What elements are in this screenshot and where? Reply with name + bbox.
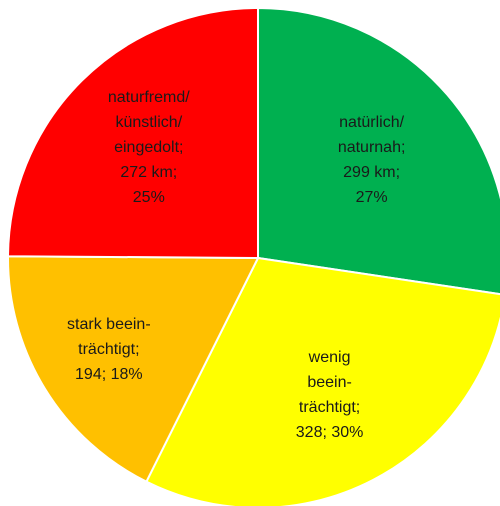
category-label: stark beein-: [67, 316, 151, 333]
category-label: trächtigt;: [299, 399, 360, 416]
pie-slice: [145, 256, 500, 506]
pie-slice: [7, 255, 260, 484]
data-label: 328; 30%: [296, 424, 364, 441]
category-label: trächtigt;: [78, 341, 139, 358]
category-label: beein-: [307, 374, 351, 391]
pie-slice: [6, 6, 259, 260]
category-label: eingedolt;: [114, 139, 183, 156]
category-label: wenig: [308, 349, 351, 366]
data-label: 25%: [133, 189, 165, 206]
data-label: 299 km;: [343, 164, 400, 181]
category-label: naturfremd/: [108, 89, 190, 106]
category-label: künstlich/: [115, 114, 182, 131]
data-label: 194; 18%: [75, 366, 143, 383]
pie-slice: [257, 6, 500, 296]
data-label: 272 km;: [120, 164, 177, 181]
data-label: 27%: [356, 189, 388, 206]
category-label: natürlich/: [339, 114, 404, 131]
category-label: naturnah;: [338, 139, 406, 156]
